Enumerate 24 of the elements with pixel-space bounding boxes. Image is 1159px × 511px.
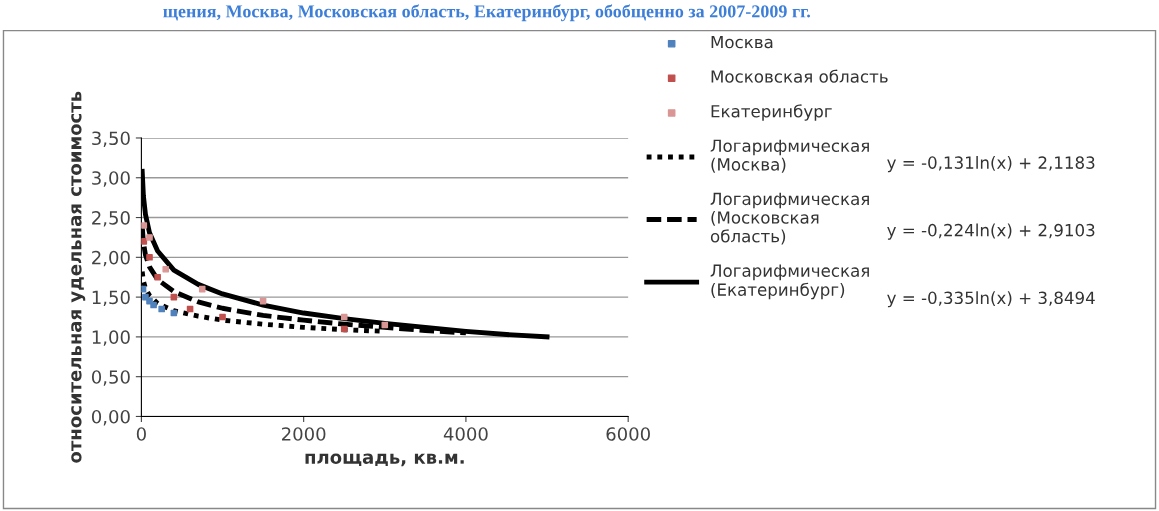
legend-label: Московская область (711, 69, 888, 83)
y-tick-label: 3,50 (92, 131, 130, 147)
y-tick-label: 0,00 (91, 409, 130, 426)
legend-label: Екатеринбург (711, 104, 832, 121)
chart-title: щения, Москва, Московская область, Екатеринбург, обобщенно за 2007-2009 гг. (163, 4, 811, 22)
legend-label: Логарифмическая (Москва) (710, 139, 869, 173)
x-axis-title: площадь, кв.м. (305, 453, 464, 467)
y-tick-label: 2,50 (92, 211, 130, 227)
x-tick-label: 0 (136, 427, 146, 441)
y-tick-label: 2,00 (92, 250, 130, 267)
y-tick-label: 3,00 (92, 171, 130, 187)
y-tick-label: 0,50 (91, 370, 130, 386)
x-tick-label: 6000 (606, 427, 650, 441)
x-tick-label: 4000 (443, 427, 488, 441)
text: y = -0,335ln(x) + 3,8494 (887, 291, 1095, 308)
y-tick-label: 1,50 (92, 290, 130, 307)
legend-label: Логарифмическая (Московская область) (710, 192, 869, 245)
y-axis-title: относительная удельная стоимость (71, 91, 86, 463)
x-tick-label: 2000 (282, 427, 326, 441)
legend-label: Москва (711, 35, 773, 49)
y-tick-label: 1,00 (92, 330, 130, 346)
legend-label: Логарифмическая (Екатеринбург) (710, 264, 869, 300)
text: y = -0,224ln(x) + 2,9103 (887, 223, 1095, 240)
text: y = -0,131ln(x) + 2,1183 (887, 156, 1095, 173)
